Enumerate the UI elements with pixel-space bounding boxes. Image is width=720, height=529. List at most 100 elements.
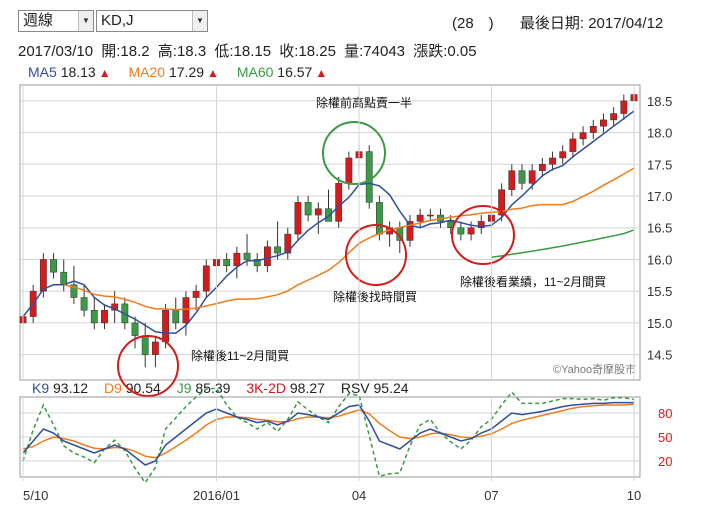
candle xyxy=(192,284,200,311)
last-date-label: 最後日期: xyxy=(519,15,585,32)
price-grid xyxy=(20,100,640,356)
candle-body xyxy=(559,151,567,159)
ma20-legend: MA20 17.29 ▲ xyxy=(129,64,223,80)
kd-y-tick: 20 xyxy=(658,454,672,469)
candle-body xyxy=(263,246,271,267)
price-y-tick: 17.0 xyxy=(647,189,672,204)
candle-body xyxy=(172,309,180,324)
candle-body xyxy=(60,271,68,286)
candle xyxy=(620,94,628,120)
candle-body xyxy=(243,252,251,260)
period-select[interactable]: 週線 ▼ xyxy=(18,10,94,32)
candle xyxy=(253,253,261,273)
candle xyxy=(477,215,485,235)
ma60-label: MA60 xyxy=(236,64,274,80)
candle xyxy=(151,335,159,368)
price-y-tick: 18.0 xyxy=(647,126,672,141)
x-tick-label: 04 xyxy=(352,488,366,503)
candle xyxy=(304,196,312,222)
annotation-buy-nov-feb: 除權後11~2月間買 xyxy=(191,348,289,363)
candle-body xyxy=(345,157,353,184)
candle xyxy=(314,202,322,235)
candle xyxy=(579,126,587,146)
candle-body xyxy=(141,335,149,355)
ma5-label: MA5 xyxy=(28,64,57,80)
candle xyxy=(569,132,577,158)
candle xyxy=(223,253,231,273)
ma60-legend: MA60 16.57 ▲ xyxy=(237,64,327,80)
quote-date: 2017/03/10 xyxy=(18,43,94,60)
quote-row: 2017/03/10 開:18.2 高:18.3 低:18.15 收:18.25… xyxy=(18,40,477,61)
candle-body xyxy=(80,297,88,311)
ma20-line xyxy=(63,167,635,311)
low-value: 18.15 xyxy=(233,43,272,60)
candle xyxy=(589,119,597,139)
candle xyxy=(518,164,526,190)
up-arrow-icon: ▲ xyxy=(207,66,219,80)
candle-body xyxy=(549,157,556,165)
k9-line xyxy=(22,401,634,466)
low-label: 低: xyxy=(214,43,234,60)
candle-body xyxy=(376,202,383,235)
candle-body xyxy=(304,202,312,216)
candle xyxy=(131,316,139,349)
up-arrow-icon: ▲ xyxy=(315,66,328,80)
3k2d-label: 3K-2D xyxy=(246,380,286,396)
up-arrow-icon: ▲ xyxy=(98,66,111,80)
kd-y-axis: 80 50 20 xyxy=(658,406,672,469)
price-y-tick: 15.5 xyxy=(647,284,672,299)
candle xyxy=(549,151,556,171)
candle-body xyxy=(457,227,465,235)
header-info: (28 ) 最後日期: 2017/04/12 xyxy=(452,12,663,33)
candle-body xyxy=(365,151,373,203)
high-label: 高: xyxy=(157,43,177,60)
candle xyxy=(426,208,434,222)
candle-body xyxy=(589,125,597,133)
circle-buy-earnings xyxy=(451,205,515,265)
x-tick-label: 07 xyxy=(484,488,498,503)
annotation-circles xyxy=(117,121,515,397)
price-y-tick: 15.0 xyxy=(647,316,672,331)
open-label: 開: xyxy=(101,43,121,60)
candle xyxy=(538,157,546,177)
candles xyxy=(19,88,638,368)
candle-body xyxy=(406,221,414,241)
indicator-select[interactable]: KD,J ▼ xyxy=(96,10,208,32)
candle-body xyxy=(508,170,516,190)
watermark: ©Yahoo奇摩股市 xyxy=(553,362,636,376)
d9-label: D9 xyxy=(103,380,122,396)
period-select-value: 週線 xyxy=(23,12,54,29)
price-y-axis: 18.5 18.0 17.5 17.0 16.5 16.0 15.5 15.0 14.5 xyxy=(647,94,672,363)
chevron-down-icon: ▼ xyxy=(192,11,207,31)
candle xyxy=(386,221,394,247)
open-value: 18.2 xyxy=(120,43,150,60)
k9-label: K9 xyxy=(32,380,50,396)
j9-line xyxy=(22,387,635,484)
price-y-tick: 16.0 xyxy=(647,252,672,267)
candle-body xyxy=(528,170,536,184)
ma5-value: 18.13 xyxy=(60,64,96,80)
candle-body xyxy=(569,138,577,152)
candle-body xyxy=(70,284,78,298)
candle-body xyxy=(202,265,210,292)
candle-body xyxy=(579,132,587,140)
close-value: 18.25 xyxy=(298,43,336,60)
price-y-tick: 16.5 xyxy=(647,221,672,236)
ma-legend: MA5 18.13 ▲ MA20 17.29 ▲ MA60 16.57 ▲ xyxy=(28,64,327,80)
candle xyxy=(406,215,414,247)
3k2d-value: 98.27 xyxy=(289,380,325,396)
candle-body xyxy=(253,259,261,267)
close-label: 收: xyxy=(279,43,299,60)
x-tick-label: 5/10 xyxy=(23,488,48,503)
candle-body xyxy=(600,119,607,127)
rsv-value: 95.24 xyxy=(373,380,409,396)
candle-body xyxy=(518,170,526,184)
candle xyxy=(70,265,78,304)
candle-body xyxy=(233,252,241,267)
candle-body xyxy=(131,322,139,336)
x-tick-label: 10 xyxy=(627,488,641,503)
candle xyxy=(559,145,567,165)
chevron-down-icon: ▼ xyxy=(78,11,93,31)
